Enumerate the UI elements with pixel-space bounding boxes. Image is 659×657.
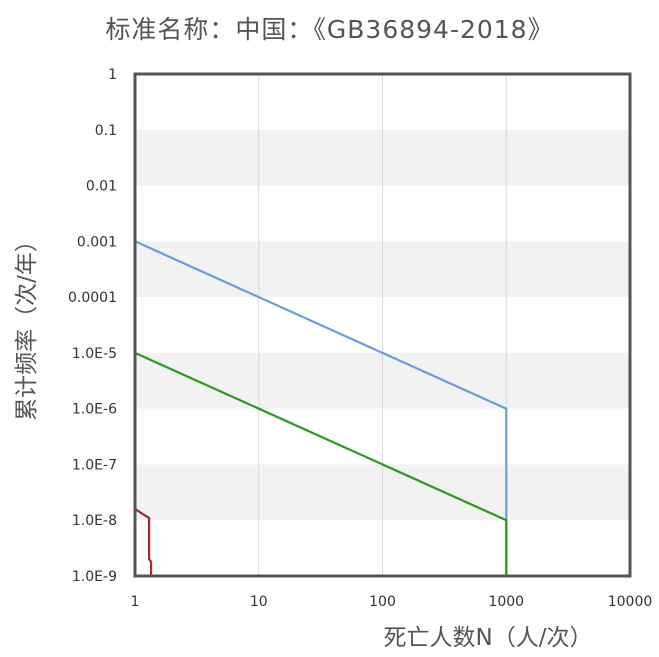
x-axis-label: 死亡人数N（人/次）	[384, 625, 593, 651]
y-tick-label: 1.0E-6	[72, 402, 117, 418]
y-tick-label: 1	[108, 67, 117, 83]
x-tick-label: 1000	[488, 594, 524, 610]
series-line-2	[134, 351, 508, 576]
y-axis-label: 累计频率（次/年）	[14, 229, 40, 421]
y-tick-label: 1.0E-7	[72, 457, 117, 473]
y-tick-label: 1.0E-8	[72, 513, 117, 529]
x-tick-label: 1	[131, 594, 140, 610]
y-tick-label: 0.001	[77, 234, 117, 250]
x-tick-label: 10000	[608, 594, 653, 610]
y-tick-label: 1.0E-5	[72, 346, 117, 362]
plot-frame	[133, 72, 632, 578]
series-layer	[134, 240, 508, 576]
x-tick-label: 100	[369, 594, 396, 610]
tick-labels: 1 10 100 1000 10000 1 0.1 0.01 0.001 0.0001 1.0E-5…	[68, 67, 652, 610]
series-line-3	[134, 507, 153, 576]
x-tick-label: 10	[250, 594, 268, 610]
y-tick-label: 1.0E-9	[72, 569, 117, 585]
y-tick-label: 0.0001	[68, 290, 117, 306]
chart-title: 标准名称：中国：《GB36894-2018》	[105, 15, 554, 44]
y-tick-label: 0.01	[86, 179, 117, 195]
y-tick-label: 0.1	[95, 123, 117, 139]
